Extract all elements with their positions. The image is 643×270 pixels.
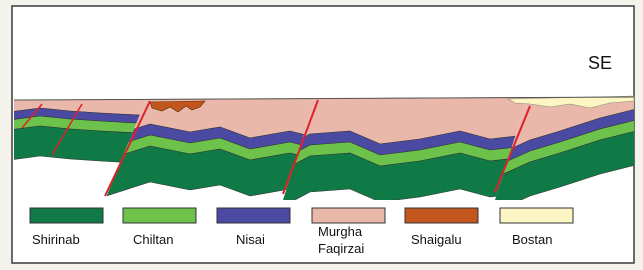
legend-swatch: [30, 208, 103, 223]
legend-label: Shaigalu: [411, 232, 462, 247]
legend-label: Nisai: [236, 232, 265, 247]
legend-swatch: [312, 208, 385, 223]
cross-section-figure: SE Shirinab Chiltan Nisai Murgha Faqirzai Sha…: [0, 0, 643, 270]
legend-label: Bostan: [512, 232, 552, 247]
legend-label: Faqirzai: [318, 241, 364, 256]
fault-block: [280, 97, 535, 208]
legend-label: Chiltan: [133, 232, 173, 247]
legend-swatch: [123, 208, 196, 223]
legend-swatch: [500, 208, 573, 223]
page: SE Shirinab Chiltan Nisai Murgha Faqirzai Sha…: [0, 0, 643, 270]
legend-label: Murgha: [318, 224, 363, 239]
legend-label: Shirinab: [32, 232, 80, 247]
direction-label: SE: [588, 53, 612, 73]
legend-swatch: [217, 208, 290, 223]
legend-swatch: [405, 208, 478, 223]
